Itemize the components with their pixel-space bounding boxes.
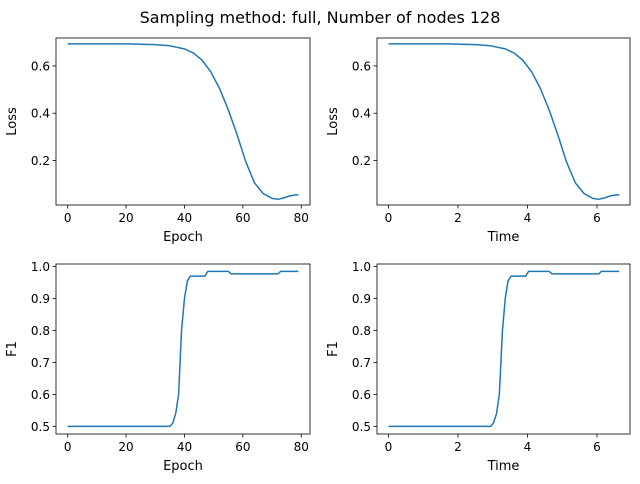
y-axis-label: F1 bbox=[5, 341, 20, 357]
x-tick-label: 40 bbox=[177, 211, 192, 225]
y-tick-label: 0.9 bbox=[352, 292, 371, 306]
y-axis-label: Loss bbox=[326, 107, 341, 136]
y-tick-label: 0.8 bbox=[352, 324, 371, 338]
y-tick-label: 0.7 bbox=[352, 356, 371, 370]
x-axis-label: Time bbox=[487, 459, 520, 474]
series-line bbox=[67, 270, 299, 428]
axes-frame bbox=[376, 263, 631, 435]
x-tick-label: 2 bbox=[454, 211, 462, 225]
series-line bbox=[67, 43, 299, 201]
y-tick-label: 0.4 bbox=[31, 107, 50, 121]
y-tick-label: 1.0 bbox=[31, 260, 50, 274]
x-tick-label: 0 bbox=[64, 211, 72, 225]
x-axis-label: Epoch bbox=[163, 230, 203, 245]
y-tick-label: 0.2 bbox=[352, 154, 371, 168]
subplot-4: 0 2 4 6 0.5 0.6 0.7 0.8 0.9 1.0 Time F1 bbox=[326, 260, 631, 474]
subplot-2: 0 2 4 6 0.2 0.4 0.6 Time Loss bbox=[326, 37, 631, 245]
x-tick-label: 4 bbox=[524, 211, 532, 225]
figure-title: Sampling method: full, Number of nodes 1… bbox=[140, 8, 501, 27]
y-tick-label: 0.7 bbox=[31, 356, 50, 370]
y-tick-label: 0.5 bbox=[352, 420, 371, 434]
subplot-3: 0 20 40 60 80 0.5 0.6 0.7 0.8 0.9 1.0 Epoch F1 bbox=[5, 260, 311, 474]
y-tick-label: 0.5 bbox=[31, 420, 50, 434]
x-tick-label: 40 bbox=[177, 440, 192, 454]
x-tick-label: 0 bbox=[385, 211, 393, 225]
x-tick-label: 80 bbox=[294, 211, 309, 225]
series-line bbox=[388, 43, 620, 201]
y-tick-label: 0.6 bbox=[352, 59, 371, 73]
x-tick-label: 80 bbox=[294, 440, 309, 454]
axes-frame bbox=[376, 37, 631, 206]
x-tick-label: 6 bbox=[593, 440, 601, 454]
y-tick-label: 1.0 bbox=[352, 260, 371, 274]
x-axis-label: Epoch bbox=[163, 459, 203, 474]
x-tick-label: 60 bbox=[235, 440, 250, 454]
y-tick-label: 0.6 bbox=[31, 59, 50, 73]
axes-frame bbox=[55, 37, 311, 206]
y-tick-label: 0.6 bbox=[31, 388, 50, 402]
y-tick-label: 0.8 bbox=[31, 324, 50, 338]
x-tick-label: 20 bbox=[118, 211, 133, 225]
y-axis-label: F1 bbox=[326, 341, 341, 357]
x-axis-label: Time bbox=[487, 230, 520, 245]
subplot-1: 0 20 40 60 80 0.2 0.4 0.6 Epoch Loss bbox=[5, 37, 311, 245]
y-tick-label: 0.2 bbox=[31, 154, 50, 168]
y-tick-label: 0.9 bbox=[31, 292, 50, 306]
y-axis-label: Loss bbox=[5, 107, 20, 136]
x-tick-label: 0 bbox=[385, 440, 393, 454]
x-tick-label: 6 bbox=[593, 211, 601, 225]
axes-frame bbox=[55, 263, 311, 435]
x-tick-label: 60 bbox=[235, 211, 250, 225]
y-tick-label: 0.6 bbox=[352, 388, 371, 402]
x-tick-label: 4 bbox=[524, 440, 532, 454]
y-tick-label: 0.4 bbox=[352, 107, 371, 121]
x-tick-label: 20 bbox=[118, 440, 133, 454]
x-tick-label: 2 bbox=[454, 440, 462, 454]
x-tick-label: 0 bbox=[64, 440, 72, 454]
series-line bbox=[388, 270, 620, 428]
